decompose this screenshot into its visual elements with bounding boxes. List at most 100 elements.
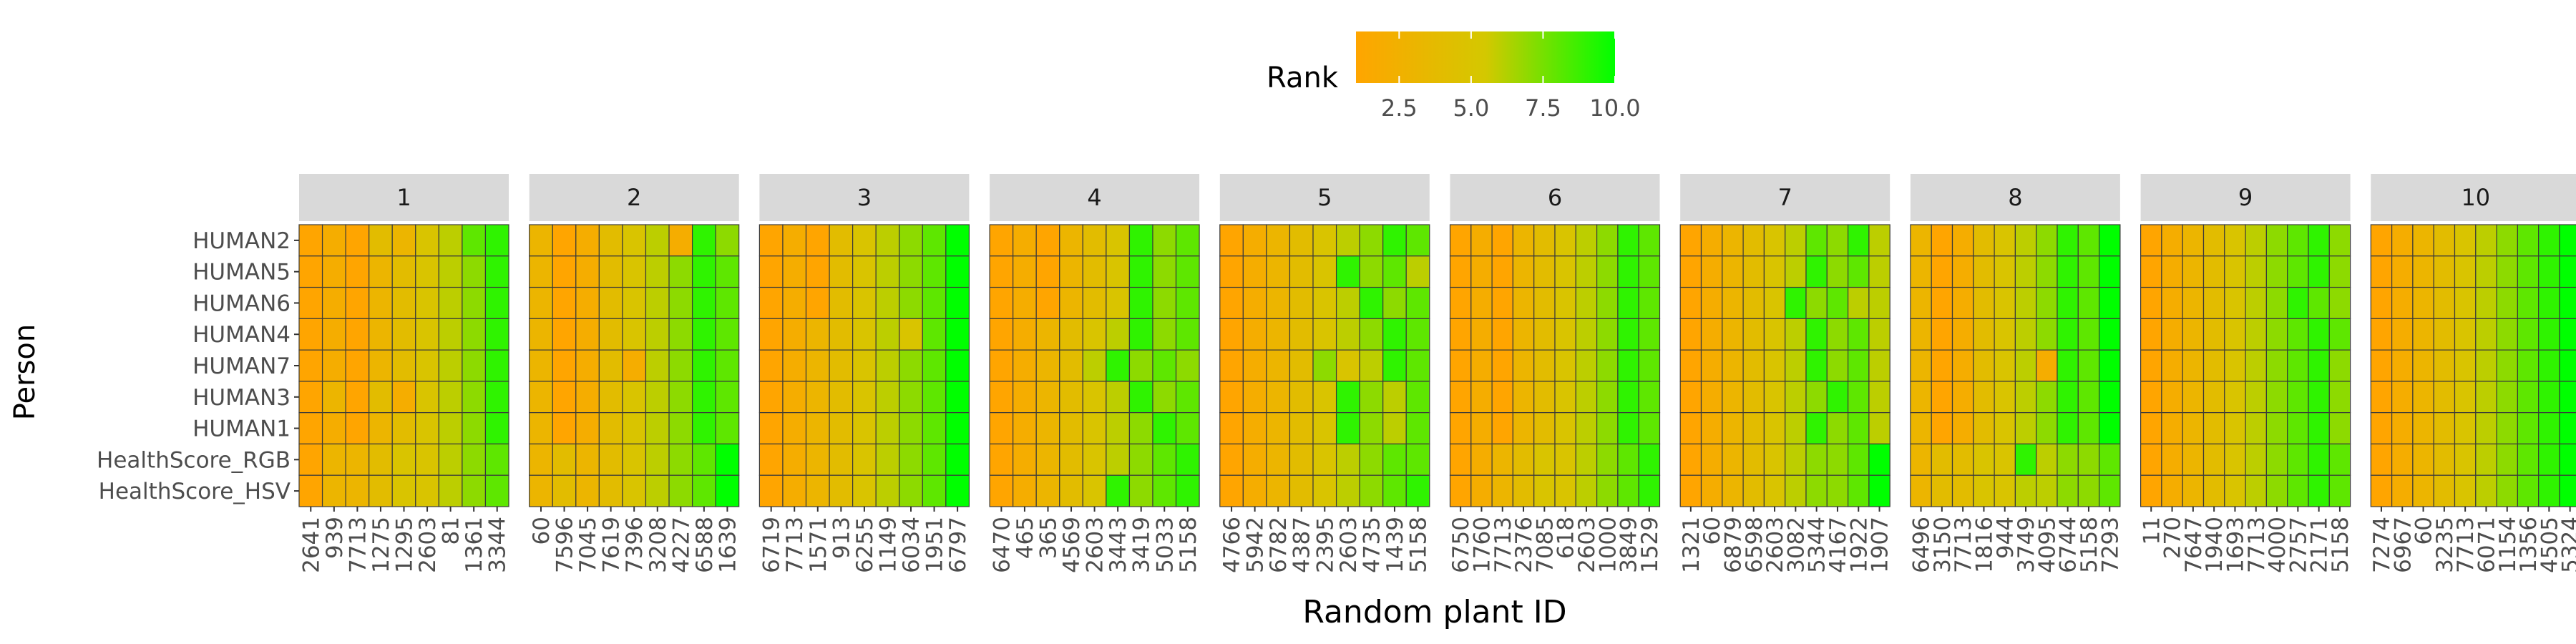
x-tick-label: 4735: [1359, 517, 1385, 573]
heatmap-cell: [1128, 224, 1153, 257]
heatmap-cell: [2433, 381, 2456, 414]
heatmap-cell: [622, 412, 647, 445]
heatmap-cell: [1679, 381, 1702, 414]
heatmap-cell: [1405, 443, 1430, 476]
heatmap-cell: [1491, 318, 1514, 351]
heatmap-cell: [2077, 443, 2100, 476]
heatmap-cell: [2391, 286, 2414, 319]
x-tick-label: 60: [529, 517, 555, 545]
heatmap-cell: [2308, 443, 2330, 476]
heatmap-cell: [1826, 255, 1849, 288]
heatmap-cell: [782, 381, 807, 414]
y-tick-label: HUMAN5: [192, 260, 291, 286]
heatmap-cell: [1973, 412, 1995, 445]
heatmap-cell: [899, 286, 923, 319]
heatmap-cell: [2161, 474, 2183, 507]
heatmap-cell: [2161, 381, 2183, 414]
heatmap-cell: [1082, 349, 1107, 382]
heatmap-cell: [1575, 255, 1598, 288]
heatmap-cell: [1533, 412, 1556, 445]
heatmap-cell: [2161, 255, 2183, 288]
heatmap-cell: [1848, 286, 1870, 319]
heatmap-cell: [922, 349, 947, 382]
heatmap-cell: [1035, 381, 1060, 414]
x-tick-label: 5158: [1176, 517, 1201, 573]
heatmap-cell: [1289, 286, 1314, 319]
heatmap-cell: [829, 318, 854, 351]
heatmap-cell: [1742, 381, 1765, 414]
heatmap-cell: [2014, 224, 2037, 257]
heatmap-cell: [2077, 474, 2100, 507]
x-tick-label: 7713: [782, 517, 808, 573]
heatmap-cell: [1638, 381, 1661, 414]
heatmap-cell: [1742, 286, 1765, 319]
heatmap-cell: [852, 318, 877, 351]
x-tick-label: 1439: [1382, 517, 1408, 573]
heatmap-cell: [1973, 381, 1995, 414]
heatmap-cell: [1242, 286, 1267, 319]
heatmap-cell: [2099, 443, 2121, 476]
heatmap-cell: [462, 224, 487, 257]
heatmap-cell: [1826, 224, 1849, 257]
x-tick-label: 4505: [2537, 517, 2562, 573]
heatmap-cell: [2036, 381, 2058, 414]
x-tick-label: 7596: [552, 517, 578, 573]
heatmap-cell: [438, 412, 463, 445]
heatmap-cell: [1152, 255, 1177, 288]
heatmap-cell: [1335, 474, 1360, 507]
heatmap-cell: [2057, 255, 2079, 288]
heatmap-cell: [1512, 318, 1535, 351]
heatmap-cell: [321, 286, 346, 319]
heatmap-cell: [1742, 224, 1765, 257]
heatmap-cell: [438, 474, 463, 507]
heatmap-cell: [321, 412, 346, 445]
heatmap-cell: [922, 255, 947, 288]
x-axis-title: Random plant ID: [1302, 594, 1566, 630]
heatmap-cell: [2538, 224, 2560, 257]
heatmap-cell: [1512, 255, 1535, 288]
heatmap-cell: [2454, 412, 2477, 445]
heatmap-cell: [2559, 286, 2576, 319]
heatmap-cell: [2036, 318, 2058, 351]
x-tick-label: 6797: [945, 517, 971, 573]
heatmap-cell: [2433, 474, 2456, 507]
heatmap-cell: [2328, 318, 2351, 351]
heatmap-cell: [2370, 381, 2393, 414]
heatmap-cell: [345, 381, 370, 414]
heatmap-cell: [1242, 224, 1267, 257]
heatmap-cell: [1512, 381, 1535, 414]
heatmap-cell: [298, 474, 323, 507]
heatmap-cell: [484, 349, 509, 382]
heatmap-cell: [1359, 474, 1384, 507]
heatmap-cell: [1575, 286, 1598, 319]
heatmap-cell: [2475, 286, 2497, 319]
heatmap-cell: [1931, 224, 1953, 257]
heatmap-cell: [2014, 255, 2037, 288]
heatmap-cell: [2328, 381, 2351, 414]
heatmap-cell: [1470, 381, 1493, 414]
heatmap-cell: [1082, 255, 1107, 288]
legend-tick-label: 2.5: [1381, 94, 1418, 122]
heatmap-cell: [1266, 474, 1291, 507]
heatmap-cell: [622, 286, 647, 319]
heatmap-cell: [852, 255, 877, 288]
heatmap-cell: [1826, 412, 1849, 445]
heatmap-cell: [2245, 349, 2268, 382]
y-tick-label: HealthScore_HSV: [99, 479, 291, 504]
heatmap-cell: [2287, 474, 2309, 507]
heatmap-cell: [1679, 224, 1702, 257]
heatmap-cell: [1128, 349, 1153, 382]
heatmap-cell: [345, 318, 370, 351]
heatmap-cell: [622, 255, 647, 288]
heatmap-cell: [321, 224, 346, 257]
heatmap-cell: [1554, 286, 1576, 319]
heatmap-cell: [715, 349, 740, 382]
heatmap-cell: [989, 349, 1014, 382]
x-tick-label: 3235: [2432, 517, 2458, 573]
heatmap-cell: [852, 474, 877, 507]
heatmap-cell: [668, 474, 693, 507]
heatmap-cell: [1575, 443, 1598, 476]
x-tick-label: 7293: [2097, 517, 2123, 573]
heatmap-cell: [345, 349, 370, 382]
heatmap-cell: [1382, 255, 1407, 288]
